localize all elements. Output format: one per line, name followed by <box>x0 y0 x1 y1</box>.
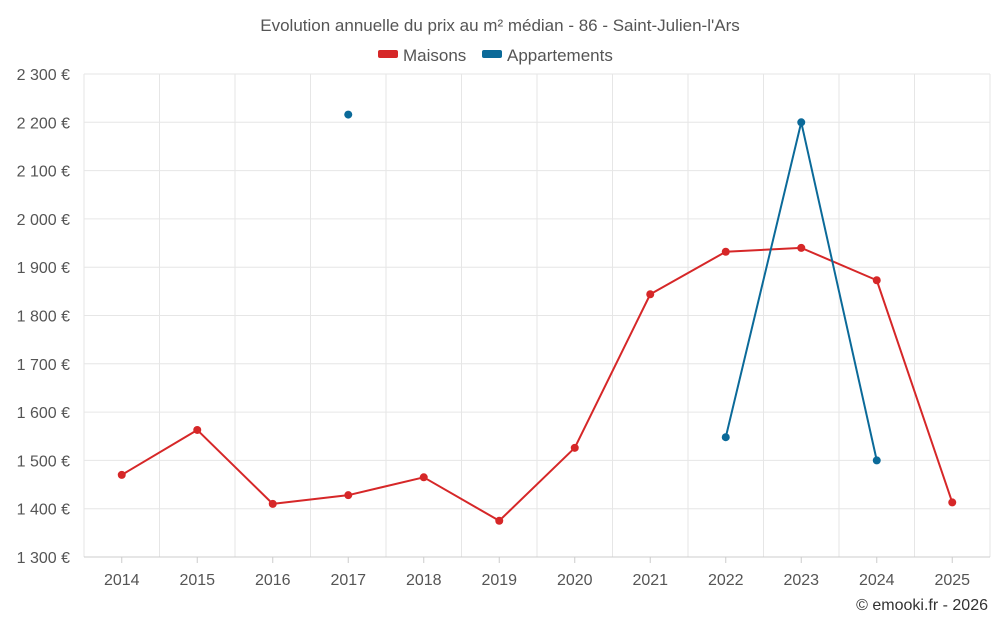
x-tick-label: 2023 <box>783 572 819 589</box>
data-point-maisons[interactable] <box>948 498 957 507</box>
data-point-maisons[interactable] <box>797 243 806 252</box>
data-point-maisons[interactable] <box>193 425 202 434</box>
x-tick-label: 2019 <box>481 572 517 589</box>
data-point-maisons[interactable] <box>646 290 655 299</box>
x-tick-label: 2024 <box>859 572 895 589</box>
legend-label-appartements: Appartements <box>507 46 613 65</box>
data-point-appartements[interactable] <box>721 433 730 442</box>
x-tick-label: 2015 <box>179 572 215 589</box>
x-tick-label: 2021 <box>632 572 668 589</box>
x-tick-label: 2016 <box>255 572 291 589</box>
grid <box>83 73 991 558</box>
credit: © emooki.fr - 2026 <box>856 597 988 614</box>
series-maisons <box>117 243 957 525</box>
data-point-maisons[interactable] <box>268 499 277 508</box>
x-tick-label: 2014 <box>104 572 140 589</box>
x-tick-label: 2018 <box>406 572 442 589</box>
data-point-maisons[interactable] <box>495 516 504 525</box>
series-line-maisons <box>121 246 954 522</box>
data-point-maisons[interactable] <box>117 470 126 479</box>
data-point-appartements[interactable] <box>797 118 806 127</box>
y-tick-label: 1 600 € <box>17 405 70 422</box>
y-tick-label: 1 500 € <box>17 453 70 470</box>
data-point-maisons[interactable] <box>721 247 730 256</box>
y-axis: 1 300 € 1 400 € 1 500 € 1 600 € 1 700 € 1 800… <box>17 67 70 567</box>
series <box>117 110 957 525</box>
y-tick-label: 2 200 € <box>17 115 70 132</box>
legend-item-maisons[interactable]: Maisons <box>378 46 466 65</box>
y-tick-label: 1 800 € <box>17 309 70 326</box>
data-point-maisons[interactable] <box>419 473 428 482</box>
y-tick-label: 1 400 € <box>17 502 70 519</box>
data-point-appartements[interactable] <box>872 456 881 465</box>
series-appartements <box>344 110 881 465</box>
chart-title: Evolution annuelle du prix au m² médian … <box>260 16 739 35</box>
y-tick-label: 2 100 € <box>17 164 70 181</box>
data-point-maisons[interactable] <box>344 491 353 500</box>
x-tick-label: 2017 <box>330 572 366 589</box>
x-axis: 2014 2015 2016 2017 2018 2019 2020 2021 2022 2023… <box>84 556 990 589</box>
series-line-appartements <box>724 121 878 461</box>
y-tick-label: 2 300 € <box>17 67 70 84</box>
y-tick-label: 1 900 € <box>17 260 70 277</box>
y-tick-label: 2 000 € <box>17 212 70 229</box>
y-tick-label: 1 700 € <box>17 357 70 374</box>
legend-item-appartements[interactable]: Appartements <box>482 46 613 65</box>
data-point-maisons[interactable] <box>872 276 881 285</box>
y-tick-label: 1 300 € <box>17 550 70 567</box>
legend-label-maisons: Maisons <box>403 46 466 65</box>
data-point-maisons[interactable] <box>570 443 579 452</box>
data-point-appartements[interactable] <box>344 110 353 119</box>
x-tick-label: 2025 <box>934 572 970 589</box>
x-tick-label: 2020 <box>557 572 593 589</box>
legend: Maisons Appartements <box>378 46 613 65</box>
x-tick-label: 2022 <box>708 572 744 589</box>
legend-swatch-maisons <box>378 50 398 58</box>
legend-swatch-appartements <box>482 50 502 58</box>
